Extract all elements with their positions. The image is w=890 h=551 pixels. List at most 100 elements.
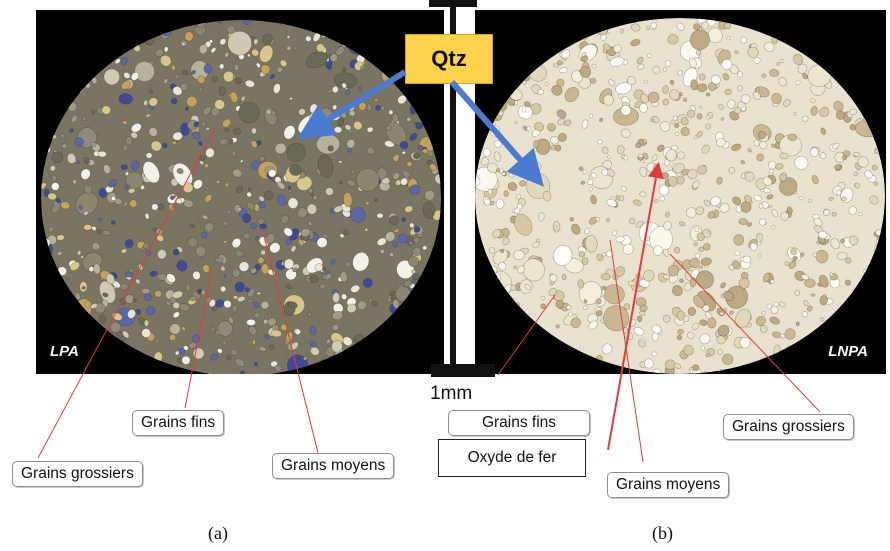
micrograph-lnpa-grain [520, 43, 528, 49]
micrograph-lnpa-grain [836, 189, 842, 196]
micrograph-lnpa-grain [668, 89, 680, 101]
micrograph-lnpa-grain [697, 165, 707, 175]
micrograph-lpa-grain [222, 118, 232, 128]
panel-tag-lnpa: LNPA [828, 343, 868, 360]
micrograph-lnpa-grain [577, 279, 585, 289]
micrograph-lpa-grain [121, 360, 125, 365]
micrograph-lpa-grain [41, 144, 47, 154]
micrograph-lpa-grain [344, 371, 349, 374]
micrograph-lnpa-grain [637, 63, 645, 70]
micrograph-lnpa-grain [710, 74, 721, 85]
micrograph-lnpa-grain [498, 262, 507, 271]
micrograph-lpa-grain [122, 120, 128, 125]
micrograph-lpa-grain [353, 20, 365, 29]
micrograph-lpa-grain [240, 159, 244, 163]
micrograph-lpa-grain [97, 150, 107, 158]
micrograph-lpa-grain [392, 341, 398, 348]
micrograph-lpa-grain [88, 319, 94, 324]
micrograph-lpa-grain [120, 164, 128, 170]
micrograph-lnpa-grain [869, 63, 874, 67]
micrograph-lpa-grain [218, 63, 225, 70]
micrograph-lpa-grain [183, 199, 194, 208]
micrograph-lpa-grain [148, 97, 159, 107]
micrograph-lpa-grain [151, 203, 159, 211]
micrograph-lnpa-grain [627, 280, 636, 287]
micrograph-lpa-grain [143, 99, 148, 106]
micrograph-lnpa-grain [696, 232, 705, 241]
micrograph-lpa-grain [145, 152, 153, 159]
micrograph-lpa-grain [308, 221, 313, 226]
micrograph-lnpa-grain [761, 73, 767, 78]
micrograph-lnpa-grain [858, 211, 863, 217]
micrograph-lnpa-grain [795, 80, 801, 85]
micrograph-lnpa-grain [664, 60, 672, 67]
micrograph-lnpa-grain [871, 303, 882, 314]
micrograph-lnpa-grain [771, 143, 776, 148]
micrograph-lpa-grain [350, 358, 356, 363]
micrograph-lpa-grain [347, 147, 352, 153]
micrograph-lpa-grain [60, 46, 71, 57]
micrograph-lnpa-grain [515, 321, 525, 333]
micrograph-lpa-grain [289, 97, 293, 101]
micrograph-lnpa-grain [583, 305, 589, 311]
micrograph-lnpa-grain [674, 132, 680, 136]
micrograph-lnpa-grain [659, 121, 671, 132]
micrograph-lnpa-grain [693, 23, 701, 31]
micrograph-lnpa-grain [759, 218, 767, 226]
micrograph-lpa-grain [409, 222, 415, 229]
micrograph-lnpa-grain [873, 181, 879, 187]
micrograph-lnpa-grain [577, 366, 585, 374]
micrograph-lpa-grain [268, 169, 277, 178]
micrograph-lnpa-grain [703, 243, 711, 251]
micrograph-lnpa-grain [740, 94, 751, 104]
micrograph-lpa-grain [244, 287, 250, 293]
micrograph-lpa-grain [279, 372, 284, 374]
micrograph-lnpa-grain [606, 250, 615, 258]
micrograph-lpa-grain [226, 25, 236, 34]
micrograph-lpa-grain [83, 224, 93, 231]
micrograph-lpa-grain [331, 310, 344, 321]
micrograph-lpa-grain [362, 277, 373, 288]
micrograph-lnpa-grain [701, 144, 710, 154]
micrograph-lpa-grain [306, 20, 319, 28]
micrograph-lnpa-grain [807, 198, 813, 203]
micrograph-lnpa-grain [616, 145, 625, 154]
micrograph-lpa-grain [89, 27, 94, 33]
micrograph-lpa-grain [378, 20, 392, 27]
micrograph-lpa-grain [81, 116, 87, 122]
micrograph-lnpa-grain [541, 18, 551, 25]
micrograph-lpa-grain [263, 190, 274, 201]
micrograph-lpa-grain [353, 28, 362, 37]
micrograph-lnpa-grain [721, 58, 733, 70]
micrograph-lnpa-grain [601, 252, 607, 257]
micrograph-lpa-grain [145, 250, 152, 256]
micrograph-lnpa-grain [833, 334, 842, 341]
micrograph-lpa-grain [224, 52, 229, 58]
micrograph-lpa-grain [239, 370, 245, 374]
micrograph-lnpa-grain [589, 77, 597, 84]
micrograph-lpa-grain [95, 369, 101, 374]
micrograph-lpa-grain [369, 51, 375, 59]
micrograph-lnpa-grain [855, 18, 866, 24]
micrograph-lpa-grain [143, 319, 150, 327]
micrograph-lpa-grain [91, 77, 98, 85]
micrograph-lnpa-grain [656, 144, 665, 152]
micrograph-lnpa-grain [819, 106, 830, 117]
micrograph-lpa-grain [210, 47, 217, 54]
micrograph-lpa-grain [360, 20, 368, 25]
micrograph-lnpa-grain [513, 265, 518, 269]
micrograph-lnpa-grain [676, 334, 683, 341]
micrograph-lpa-grain [322, 267, 327, 272]
micrograph-lpa-grain [234, 357, 246, 368]
micrograph-lpa-grain [391, 53, 397, 59]
micrograph-lnpa-grain [787, 133, 798, 142]
micrograph-lpa-grain [285, 352, 290, 356]
micrograph-lpa-grain [231, 268, 241, 278]
micrograph-lnpa-grain [875, 65, 885, 75]
micrograph-lnpa-grain [663, 274, 670, 280]
micrograph-lnpa-grain [840, 319, 849, 326]
micrograph-lpa-grain [376, 237, 387, 246]
micrograph-lpa-grain [352, 251, 370, 272]
micrograph-lpa-grain [102, 343, 107, 348]
micrograph-lnpa-grain [662, 248, 670, 257]
